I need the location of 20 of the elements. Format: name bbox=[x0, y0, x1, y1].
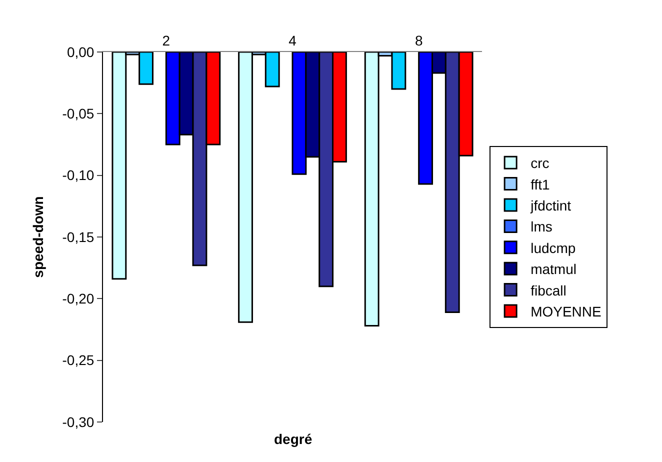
x-tick-label: 8 bbox=[414, 32, 423, 48]
y-tick-label: -0,25 bbox=[62, 352, 94, 368]
legend-label: fibcall bbox=[530, 282, 566, 298]
x-tick-label: 2 bbox=[162, 32, 170, 48]
x-tick-label: 4 bbox=[288, 32, 297, 48]
legend-label: MOYENNE bbox=[530, 303, 602, 320]
legend-label: jfdctint bbox=[530, 197, 572, 214]
legend-label: crc bbox=[530, 155, 550, 172]
legend-label: fft1 bbox=[530, 176, 550, 192]
y-tick-label: -0,15 bbox=[62, 228, 94, 245]
y-tick-label: -0,30 bbox=[62, 414, 94, 430]
y-tick-label: -0,20 bbox=[62, 290, 94, 307]
y-tick-label: -0,05 bbox=[62, 106, 94, 122]
legend-label: lms bbox=[530, 218, 552, 235]
legend-label: matmul bbox=[530, 261, 576, 278]
y-tick-label: -0,10 bbox=[62, 167, 94, 184]
y-axis-title: speed-down bbox=[30, 196, 46, 278]
x-axis-title: degré bbox=[274, 431, 312, 447]
y-tick-label: 0,00 bbox=[66, 44, 94, 60]
legend-label: ludcmp bbox=[530, 240, 576, 256]
